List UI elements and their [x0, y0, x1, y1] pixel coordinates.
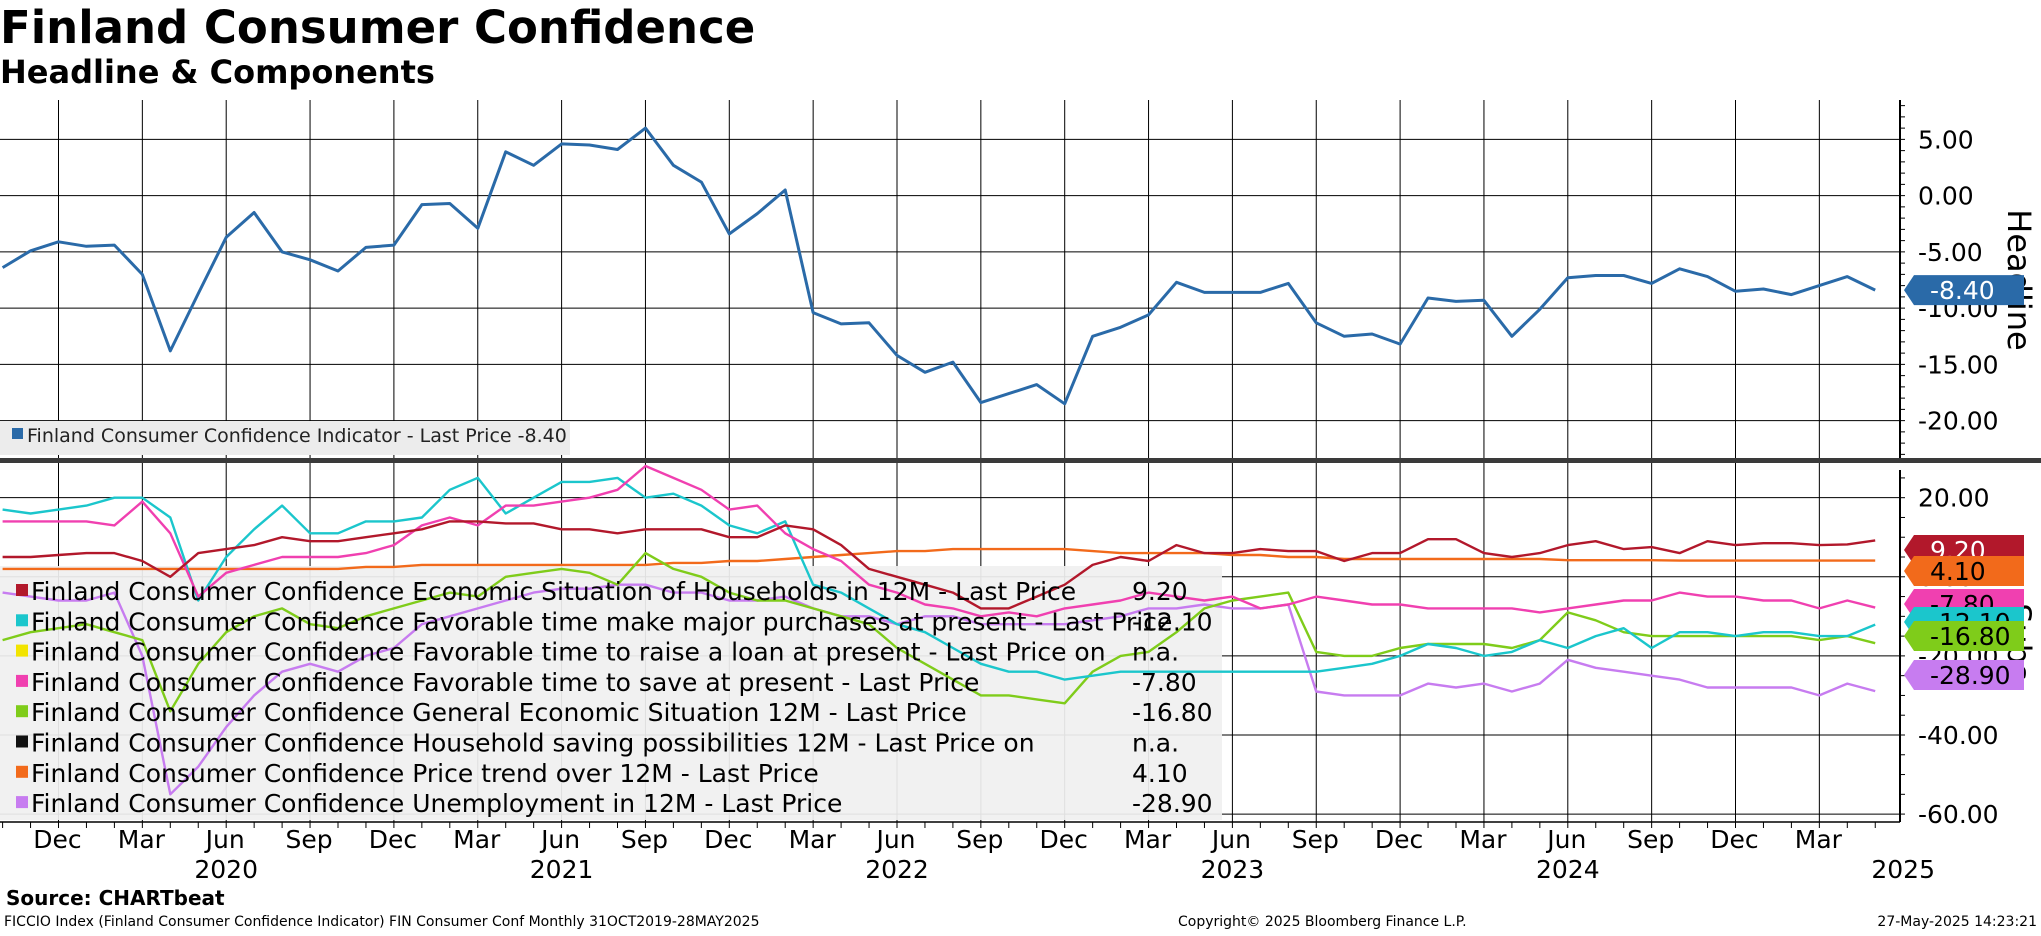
chart-subtitle: Headline & Components [0, 53, 435, 91]
subs-legend-value: 4.10 [1132, 759, 1188, 788]
x-month-label: Dec [1375, 825, 1423, 854]
subs-legend-swatch [16, 796, 28, 809]
x-year-label: 2025 [1871, 855, 1935, 884]
headline-y-tick-label: -5.00 [1918, 238, 1983, 267]
subs-legend-value: 9.20 [1132, 577, 1188, 606]
subs-legend-value: n.a. [1132, 638, 1179, 667]
x-month-label: Jun [204, 825, 245, 854]
x-month-label: Dec [1710, 825, 1758, 854]
subs-series-line-major-purchases [2, 476, 1876, 681]
subs-legend-swatch [16, 584, 28, 596]
subs-last-value-price-trend: 4.10 [1930, 557, 1986, 586]
subs-y-tick-label: 20.00 [1918, 484, 1990, 513]
subs-legend-box [0, 566, 1222, 820]
x-month-label: Dec [1040, 825, 1088, 854]
subs-legend-value: -16.80 [1132, 698, 1213, 727]
footer-timestamp: 27-May-2025 14:23:21 [1877, 914, 2037, 930]
subs-last-value-unemployment: -28.90 [1930, 661, 2011, 690]
headline-y-tick-label: -15.00 [1918, 350, 1999, 379]
x-year-label: 2024 [1536, 855, 1600, 884]
headline-y-tick-label: 0.00 [1918, 182, 1974, 211]
panel-divider [0, 458, 2041, 463]
subs-legend-swatch [16, 644, 28, 657]
headline-y-tick-label: -20.00 [1918, 407, 1999, 436]
x-month-label: Sep [621, 825, 668, 854]
subs-last-value-general-econ-bg [1904, 621, 2024, 651]
footer-description: FICCIO Index (Finland Consumer Confidenc… [4, 914, 760, 930]
x-month-label: Dec [704, 825, 752, 854]
subs-series-line-price-trend [2, 547, 1876, 571]
subs-legend-swatch [16, 705, 28, 718]
subs-legend-value: -7.80 [1132, 668, 1197, 697]
headline-legend-box [0, 421, 570, 455]
headline-y-tick-label: 5.00 [1918, 125, 1974, 154]
headline-legend-swatch [12, 428, 23, 439]
subs-legend-value: -28.90 [1132, 789, 1213, 818]
x-month-label: Mar [1124, 825, 1172, 854]
x-month-label: Sep [1292, 825, 1339, 854]
x-month-label: Mar [453, 825, 501, 854]
subs-legend-label: Finland Consumer Confidence Price trend … [31, 759, 819, 788]
x-year-label: 2023 [1201, 855, 1265, 884]
footer-copyright: Copyright© 2025 Bloomberg Finance L.P. [1178, 914, 1467, 930]
subs-legend-value: -12.10 [1132, 607, 1213, 636]
subs-series-line-unemployment [2, 583, 1876, 796]
x-month-label: Mar [789, 825, 837, 854]
x-year-label: 2021 [530, 855, 594, 884]
headline-series-line [1, 126, 1876, 406]
subs-legend-label: Finland Consumer Confidence Unemployment… [31, 789, 842, 818]
x-month-label: Mar [1795, 825, 1843, 854]
subs-legend-label: Finland Consumer Confidence Favorable ti… [31, 668, 979, 697]
x-year-label: 2020 [194, 855, 258, 884]
subs-last-value-general-econ: -16.80 [1930, 622, 2011, 651]
subs-legend-label: Finland Consumer Confidence Economic Sit… [31, 577, 1076, 606]
x-month-label: Sep [1627, 825, 1674, 854]
x-month-label: Sep [285, 825, 332, 854]
subs-legend-swatch [16, 614, 28, 627]
subs-y-tick-label: -60.00 [1918, 800, 1999, 829]
x-month-label: Mar [118, 825, 166, 854]
chart-title: Finland Consumer Confidence [0, 1, 756, 54]
x-month-label: Jun [539, 825, 580, 854]
x-month-label: Dec [369, 825, 417, 854]
subs-legend-swatch [16, 735, 28, 748]
subs-series-line-econ-households [2, 520, 1876, 610]
source-label: Source: CHARTbeat [6, 886, 225, 910]
subs-last-value-unemployment-bg [1904, 660, 2024, 690]
x-month-label: Sep [956, 825, 1003, 854]
subs-series-line-general-econ [2, 551, 1876, 713]
subs-legend-swatch [16, 674, 28, 687]
headline-legend-text: Finland Consumer Confidence Indicator - … [27, 425, 567, 447]
x-month-label: Jun [1545, 825, 1586, 854]
headline-last-value-bg [1904, 275, 2024, 306]
x-year-label: 2022 [865, 855, 929, 884]
x-month-label: Mar [1459, 825, 1507, 854]
headline-last-value: -8.40 [1930, 276, 1995, 305]
subs-legend-swatch [16, 765, 28, 778]
subs-last-value-price-trend-bg [1904, 556, 2024, 586]
x-month-label: Dec [33, 825, 81, 854]
subs-legend-value: n.a. [1132, 729, 1179, 758]
subs-series-line-save-now [2, 464, 1876, 618]
subs-legend-label: Finland Consumer Confidence Favorable ti… [31, 607, 1172, 636]
subs-legend-label: Finland Consumer Confidence Favorable ti… [31, 638, 1106, 667]
x-month-label: Jun [1210, 825, 1251, 854]
x-month-label: Jun [874, 825, 915, 854]
subs-legend-label: Finland Consumer Confidence Household sa… [31, 729, 1035, 758]
subs-y-tick-label: -40.00 [1918, 721, 1999, 750]
subs-legend-label: Finland Consumer Confidence General Econ… [31, 698, 967, 727]
